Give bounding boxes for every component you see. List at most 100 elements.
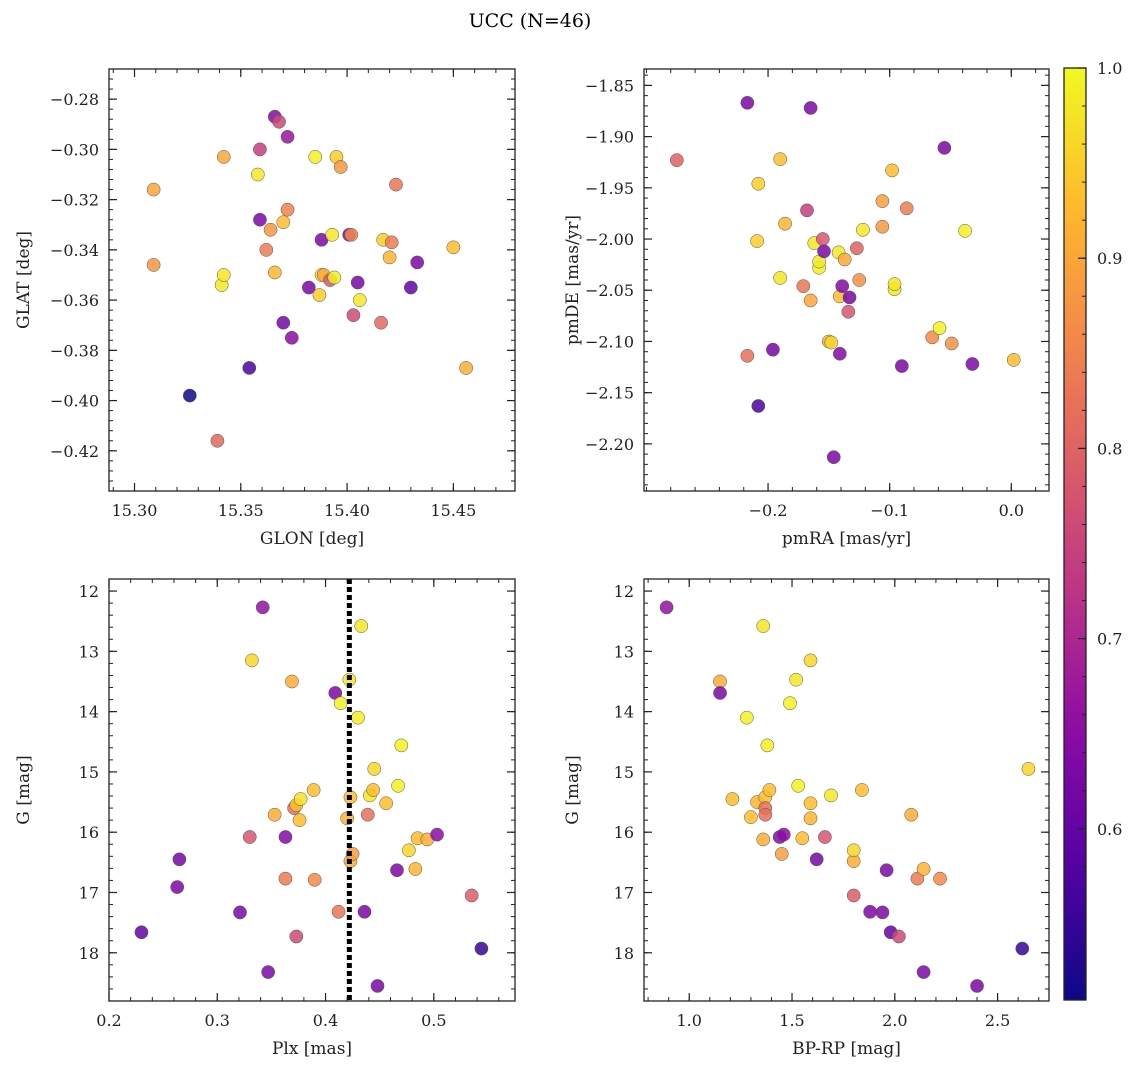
data-point bbox=[253, 142, 267, 157]
panel-glon-glat: 15.30 15.35 15.40 15.45 −0.28 −0.30 −0.32 −0.34… bbox=[14, 68, 516, 549]
data-point bbox=[350, 275, 365, 290]
data-point bbox=[293, 792, 308, 806]
data-point bbox=[904, 807, 919, 822]
data-point bbox=[824, 788, 838, 803]
data-point bbox=[932, 321, 947, 335]
data-point bbox=[855, 783, 869, 797]
data-point bbox=[756, 619, 771, 633]
data-point bbox=[374, 315, 388, 330]
x-tick-label: −0.2 bbox=[749, 501, 788, 520]
data-point bbox=[280, 129, 295, 144]
y-tick-label: −0.32 bbox=[50, 191, 99, 210]
data-point bbox=[289, 929, 304, 944]
data-point bbox=[824, 335, 839, 350]
data-point bbox=[379, 796, 394, 811]
data-point bbox=[815, 232, 830, 246]
data-point bbox=[835, 279, 850, 293]
x-tick-label: 0.2 bbox=[96, 1011, 121, 1030]
y-tick-label: 15 bbox=[79, 763, 99, 782]
scatter-panels: 15.30 15.35 15.40 15.45 −0.28 −0.30 −0.32 −0.34… bbox=[14, 68, 1050, 1059]
data-point bbox=[778, 216, 792, 231]
data-point bbox=[750, 234, 764, 248]
x-tick-label: 0.4 bbox=[313, 1011, 338, 1030]
x-tick-label: −0.1 bbox=[870, 501, 909, 520]
y-axis-label: pmDE [mas/yr] bbox=[563, 215, 583, 345]
data-point bbox=[832, 346, 847, 361]
data-point bbox=[346, 308, 361, 323]
y-tick-label: −0.34 bbox=[50, 241, 99, 260]
colorbar-gradient bbox=[1064, 68, 1086, 1000]
data-point bbox=[849, 241, 864, 256]
data-point bbox=[210, 433, 225, 448]
data-point bbox=[925, 330, 940, 345]
data-point bbox=[937, 141, 952, 155]
data-point bbox=[410, 255, 425, 270]
data-point bbox=[817, 244, 831, 259]
data-point bbox=[910, 871, 925, 886]
data-point bbox=[740, 348, 755, 363]
y-tick-label: 17 bbox=[79, 883, 99, 902]
data-point bbox=[809, 852, 824, 867]
data-point bbox=[776, 827, 791, 842]
y-tick-label: −0.40 bbox=[50, 392, 99, 411]
axes-frame bbox=[108, 68, 516, 492]
data-point bbox=[875, 219, 890, 234]
data-point bbox=[669, 153, 684, 168]
data-point bbox=[352, 293, 367, 307]
data-point bbox=[242, 361, 257, 375]
data-point bbox=[774, 847, 789, 861]
data-point bbox=[459, 361, 473, 375]
data-point bbox=[766, 342, 780, 357]
y-axis-label: GLAT [deg] bbox=[14, 231, 34, 329]
data-point bbox=[803, 653, 818, 668]
data-point bbox=[740, 95, 755, 110]
y-tick-label: −2.00 bbox=[585, 230, 634, 249]
data-point bbox=[285, 674, 299, 689]
data-point bbox=[875, 194, 890, 208]
y-tick-label: 16 bbox=[79, 823, 99, 842]
colorbar-tick-label: 0.8 bbox=[1097, 439, 1122, 458]
data-point bbox=[327, 270, 342, 285]
data-point bbox=[245, 653, 259, 668]
data-point bbox=[170, 880, 185, 894]
data-point bbox=[751, 176, 766, 191]
data-point bbox=[739, 710, 754, 725]
data-point bbox=[354, 619, 369, 633]
data-point bbox=[259, 243, 274, 257]
data-point bbox=[331, 904, 346, 919]
colorbar-tick-label: 0.7 bbox=[1097, 630, 1122, 649]
data-point bbox=[826, 450, 841, 465]
data-point bbox=[892, 929, 906, 944]
data-point bbox=[875, 905, 890, 920]
data-point bbox=[713, 686, 727, 700]
colorbar-tick-label: 0.6 bbox=[1097, 820, 1122, 839]
y-tick-label: −2.15 bbox=[585, 384, 634, 403]
data-point bbox=[182, 388, 197, 403]
y-tick-label: 13 bbox=[79, 642, 99, 661]
data-point bbox=[344, 227, 359, 242]
x-tick-label: 15.40 bbox=[324, 501, 370, 520]
data-point bbox=[216, 268, 231, 282]
y-tick-label: −0.30 bbox=[50, 140, 99, 159]
data-point bbox=[216, 150, 231, 164]
data-point bbox=[280, 202, 295, 217]
y-axis-label: G [mag] bbox=[14, 755, 34, 824]
x-tick-label: 1.5 bbox=[779, 1011, 804, 1030]
y-tick-label: −0.42 bbox=[50, 442, 99, 461]
data-point bbox=[818, 830, 832, 844]
data-point bbox=[796, 279, 811, 293]
y-tick-label: −2.20 bbox=[585, 435, 634, 454]
y-tick-label: 17 bbox=[614, 883, 634, 902]
y-tick-label: −0.36 bbox=[50, 291, 99, 310]
y-tick-label: 14 bbox=[79, 703, 99, 722]
data-point bbox=[253, 212, 267, 227]
y-tick-label: 12 bbox=[79, 582, 99, 601]
data-point bbox=[276, 215, 291, 230]
data-point bbox=[242, 830, 257, 844]
data-point bbox=[382, 250, 397, 265]
data-point bbox=[233, 905, 247, 920]
data-point bbox=[852, 273, 867, 287]
data-point bbox=[292, 813, 307, 827]
data-point bbox=[933, 871, 947, 886]
